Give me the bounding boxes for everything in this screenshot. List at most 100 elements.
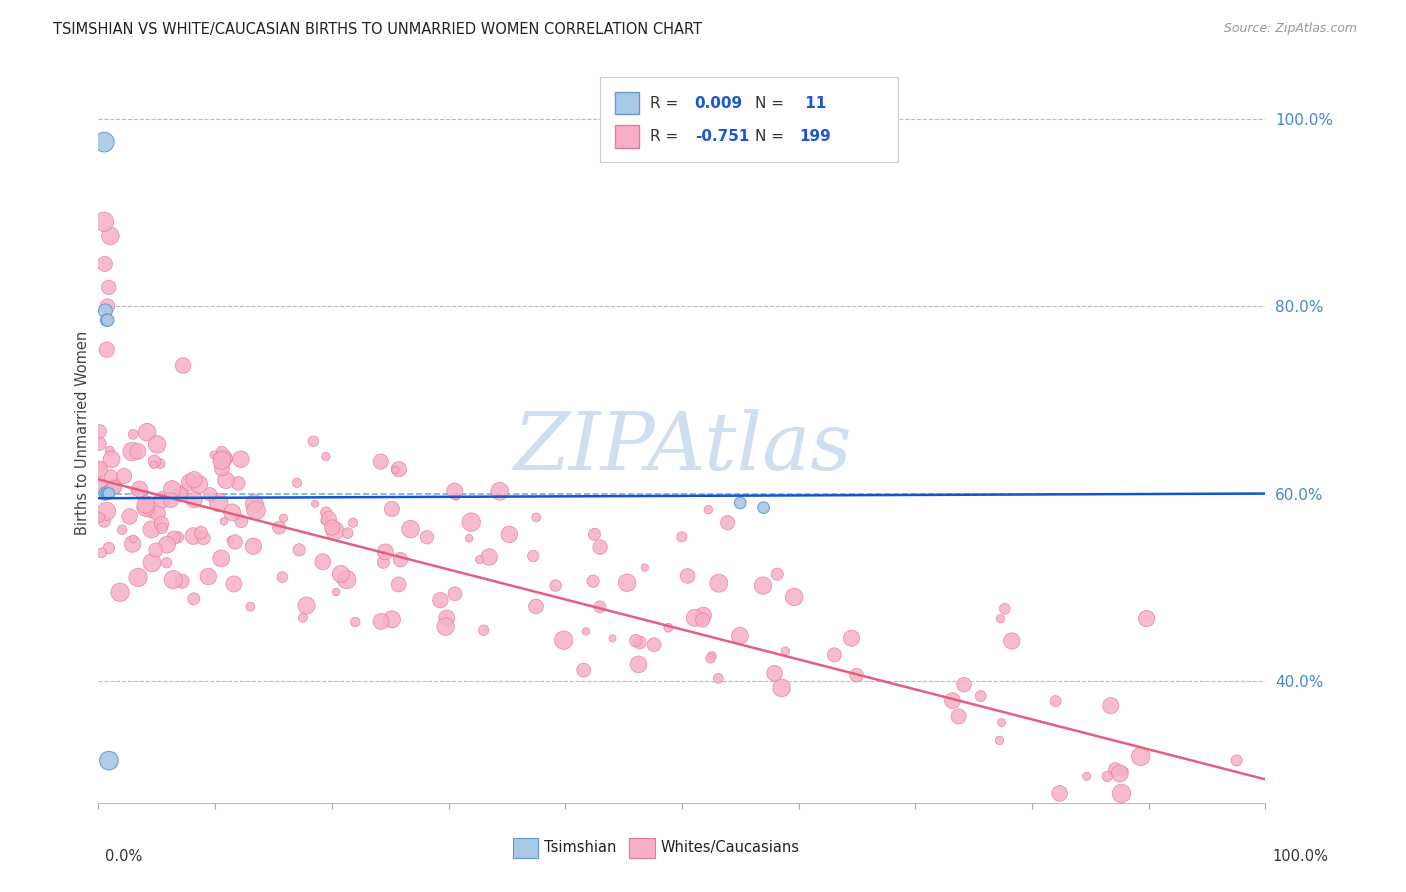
- Point: [1108, 766, 1130, 780]
- Point: [90, 546, 112, 560]
- Point: [169, 488, 191, 502]
- Point: [1226, 754, 1249, 768]
- Point: [150, 492, 173, 507]
- Text: 0.009: 0.009: [695, 95, 742, 111]
- Point: [302, 434, 325, 449]
- Point: [93, 514, 115, 528]
- Point: [94, 486, 117, 500]
- Point: [325, 585, 347, 599]
- Point: [127, 444, 149, 458]
- Point: [717, 516, 740, 530]
- Text: 0.0%: 0.0%: [105, 849, 142, 864]
- Point: [388, 577, 411, 591]
- Point: [100, 469, 122, 483]
- Point: [329, 566, 352, 581]
- Point: [575, 624, 598, 639]
- Point: [122, 427, 145, 442]
- Point: [128, 482, 150, 496]
- Point: [150, 516, 173, 531]
- Point: [190, 525, 212, 540]
- Text: R =: R =: [651, 129, 683, 144]
- Point: [553, 633, 575, 648]
- Point: [118, 509, 141, 524]
- Point: [728, 629, 751, 643]
- Point: [323, 524, 346, 538]
- Text: 199: 199: [800, 129, 831, 144]
- Point: [98, 444, 121, 458]
- Point: [96, 504, 118, 518]
- Point: [676, 569, 699, 583]
- Point: [149, 457, 172, 471]
- Point: [93, 135, 115, 149]
- Point: [941, 694, 963, 708]
- Point: [97, 754, 120, 768]
- Point: [141, 523, 163, 537]
- Text: Source: ZipAtlas.com: Source: ZipAtlas.com: [1223, 22, 1357, 36]
- Point: [315, 506, 337, 520]
- Point: [707, 671, 730, 685]
- Point: [100, 228, 122, 243]
- Point: [89, 477, 111, 491]
- Point: [634, 560, 657, 574]
- Point: [524, 599, 547, 614]
- Point: [953, 678, 976, 692]
- Point: [197, 569, 219, 583]
- Point: [1045, 694, 1067, 708]
- Point: [183, 591, 205, 606]
- Point: [444, 587, 467, 601]
- Point: [89, 436, 111, 450]
- Point: [478, 549, 501, 564]
- Point: [198, 487, 221, 501]
- Point: [314, 514, 336, 528]
- Text: ZIPAtlas: ZIPAtlas: [513, 409, 851, 486]
- Point: [318, 512, 340, 526]
- Point: [183, 473, 205, 487]
- Point: [273, 511, 295, 525]
- Point: [444, 490, 467, 504]
- Point: [142, 458, 165, 472]
- Point: [96, 313, 118, 327]
- Point: [770, 681, 793, 695]
- Point: [231, 514, 253, 528]
- Point: [245, 503, 267, 517]
- Text: TSIMSHIAN VS WHITE/CAUCASIAN BIRTHS TO UNMARRIED WOMEN CORRELATION CHART: TSIMSHIAN VS WHITE/CAUCASIAN BIRTHS TO U…: [53, 22, 703, 37]
- Point: [572, 663, 595, 677]
- Text: 100.0%: 100.0%: [1272, 849, 1329, 864]
- Point: [97, 484, 120, 499]
- Point: [1099, 698, 1122, 713]
- Point: [163, 531, 186, 545]
- Point: [389, 552, 412, 566]
- Point: [181, 529, 204, 543]
- Point: [699, 651, 721, 665]
- Point: [209, 551, 232, 566]
- Point: [522, 549, 544, 563]
- Point: [146, 437, 169, 451]
- Point: [374, 545, 396, 559]
- Point: [344, 615, 367, 629]
- Point: [103, 479, 125, 493]
- Point: [692, 613, 714, 627]
- Point: [700, 648, 723, 663]
- Point: [124, 483, 146, 498]
- Point: [111, 523, 134, 537]
- Point: [146, 506, 169, 520]
- Point: [783, 590, 806, 604]
- Point: [135, 500, 157, 515]
- Point: [239, 599, 262, 614]
- Point: [627, 657, 650, 672]
- Point: [624, 633, 647, 648]
- Point: [524, 510, 547, 524]
- Point: [1076, 769, 1098, 783]
- Point: [628, 635, 651, 649]
- FancyBboxPatch shape: [616, 126, 638, 147]
- Point: [156, 538, 179, 552]
- Point: [97, 541, 120, 556]
- Point: [288, 542, 311, 557]
- Point: [823, 648, 845, 662]
- Point: [766, 567, 789, 582]
- Point: [370, 454, 392, 468]
- Point: [160, 483, 183, 497]
- Point: [988, 733, 1011, 747]
- Point: [94, 257, 117, 271]
- Point: [1112, 764, 1135, 779]
